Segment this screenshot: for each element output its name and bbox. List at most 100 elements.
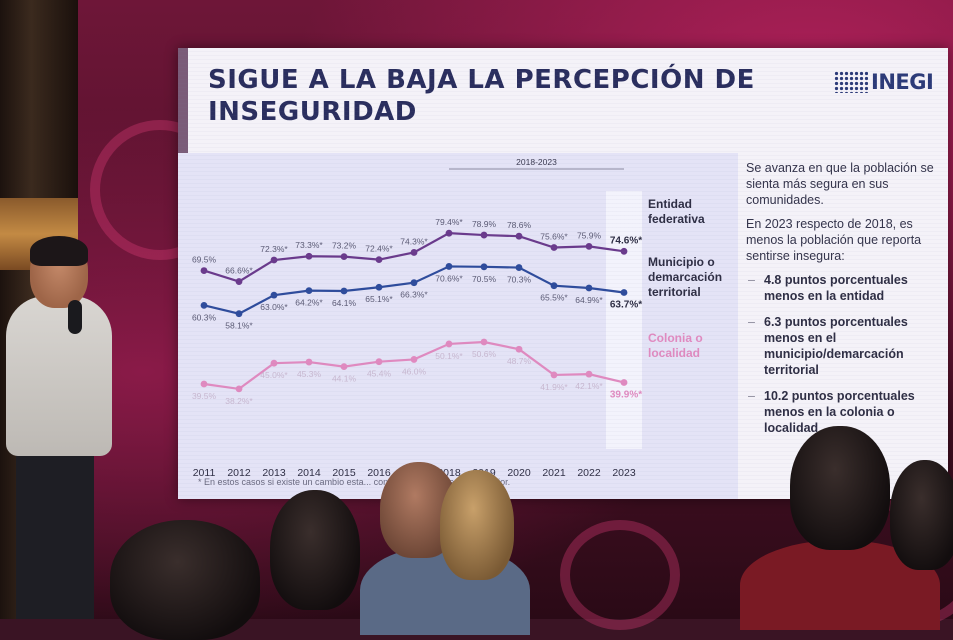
data-label: 50.6% bbox=[472, 349, 497, 359]
data-point bbox=[550, 244, 558, 251]
audience-member-head bbox=[110, 520, 260, 640]
data-label: 75.9% bbox=[577, 230, 602, 240]
data-label: 72.4%* bbox=[365, 244, 393, 254]
x-tick-label: 2015 bbox=[332, 467, 356, 479]
data-point bbox=[585, 370, 593, 378]
data-label: 38.2%* bbox=[225, 396, 253, 406]
data-point bbox=[445, 340, 453, 348]
data-label: 72.3%* bbox=[260, 244, 288, 254]
microphone-icon bbox=[68, 300, 82, 334]
data-label: 70.5% bbox=[472, 274, 497, 284]
legend-colonia-o-localidad: Colonia o localidad bbox=[648, 331, 703, 360]
data-label: 74.6%* bbox=[610, 235, 642, 246]
data-point bbox=[375, 256, 383, 264]
summary-bullet: 6.3 puntos porcentuales menos en el muni… bbox=[746, 314, 946, 378]
x-tick-label: 2014 bbox=[297, 467, 321, 479]
data-label: 74.3%* bbox=[400, 236, 428, 246]
data-label: 75.6%* bbox=[540, 232, 568, 242]
summary-lead: En 2023 respecto de 2018, es menos la po… bbox=[746, 217, 922, 263]
data-point bbox=[235, 385, 243, 393]
data-label: 45.0%* bbox=[260, 370, 288, 380]
data-point bbox=[340, 287, 348, 295]
summary-panel: Se avanza en que la población se sienta … bbox=[746, 160, 946, 446]
data-label: 78.6% bbox=[507, 220, 532, 230]
data-label: 64.2%* bbox=[295, 298, 323, 308]
inegi-logo: INEGI bbox=[834, 68, 946, 96]
data-point bbox=[200, 301, 208, 309]
legend-municipio: Municipio o demarcación territorial bbox=[648, 255, 723, 299]
data-point bbox=[200, 380, 208, 388]
data-point bbox=[375, 283, 383, 291]
data-point bbox=[585, 242, 593, 250]
slide-title: SIGUE A LA BAJA LA PERCEPCIÓN DE INSEGUR… bbox=[208, 65, 755, 127]
data-label: 45.3% bbox=[297, 369, 322, 379]
data-label: 78.9% bbox=[472, 219, 497, 229]
data-point bbox=[410, 279, 418, 287]
x-tick-label: 2021 bbox=[542, 467, 566, 479]
data-label: 73.3%* bbox=[295, 240, 323, 250]
data-label: 42.1%* bbox=[575, 381, 603, 391]
chart-panel: 2018-2023 69.5% 66.6%* 72.3%* 73.3%* 73.2% 72.… bbox=[178, 153, 738, 499]
inegi-logo-dots-icon bbox=[834, 71, 868, 93]
speaker-hair bbox=[30, 236, 88, 266]
speaker-legs bbox=[16, 440, 94, 619]
x-tick-label: 2023 bbox=[612, 467, 636, 479]
x-tick-label: 2011 bbox=[193, 467, 216, 479]
data-point bbox=[480, 231, 488, 239]
data-label: 39.9%* bbox=[610, 389, 642, 400]
data-point bbox=[270, 256, 278, 264]
data-label: 63.0%* bbox=[260, 302, 288, 312]
data-point bbox=[550, 371, 558, 379]
data-point bbox=[305, 252, 313, 260]
data-point bbox=[445, 263, 453, 270]
title-accent-bar bbox=[178, 48, 188, 153]
slide-footnote: * En estos casos si existe un cambio est… bbox=[198, 477, 511, 487]
data-point bbox=[620, 289, 628, 296]
data-point bbox=[270, 359, 278, 367]
x-tick-label: 2020 bbox=[507, 467, 531, 479]
data-label: 48.7% bbox=[507, 356, 532, 366]
data-point bbox=[620, 247, 628, 255]
data-point bbox=[235, 310, 243, 318]
audience-member-head bbox=[270, 490, 360, 610]
data-point bbox=[340, 253, 348, 261]
audience-member-head bbox=[440, 470, 514, 580]
data-label: 66.6%* bbox=[225, 266, 253, 276]
data-point bbox=[515, 264, 523, 271]
x-tick-label: 2013 bbox=[262, 467, 286, 479]
data-label: 46.0% bbox=[402, 366, 427, 376]
data-label: 50.1%* bbox=[435, 351, 463, 361]
data-label: 65.1%* bbox=[365, 294, 393, 304]
data-point bbox=[585, 284, 593, 292]
data-point bbox=[480, 263, 488, 271]
data-point bbox=[200, 267, 208, 274]
data-label: 73.2% bbox=[332, 241, 357, 251]
summary-bullet: 4.8 puntos porcentuales menos en la enti… bbox=[746, 272, 946, 304]
data-label: 58.1%* bbox=[225, 321, 253, 331]
inegi-logo-text: INEGI bbox=[871, 70, 934, 94]
data-label: 65.5%* bbox=[540, 293, 568, 303]
data-point bbox=[305, 358, 313, 366]
data-label: 69.5% bbox=[192, 255, 217, 265]
data-point bbox=[480, 338, 488, 346]
data-label: 70.6%* bbox=[435, 273, 463, 283]
highlight-column bbox=[606, 191, 642, 449]
summary-bullet: 10.2 puntos porcentuales menos en la col… bbox=[746, 388, 946, 436]
data-label: 64.9%* bbox=[575, 295, 603, 305]
line-chart: 2018-2023 69.5% 66.6%* 72.3%* 73.3%* 73.2% 72.… bbox=[192, 157, 642, 479]
speaker-body bbox=[6, 296, 112, 456]
data-point bbox=[620, 379, 628, 386]
x-tick-label: 2022 bbox=[577, 467, 601, 479]
x-tick-label: 2012 bbox=[227, 467, 251, 479]
data-point bbox=[445, 229, 453, 237]
data-point bbox=[515, 345, 523, 353]
legend-entidad-federativa: Entidad federativa bbox=[648, 197, 705, 226]
summary-intro: Se avanza en que la población se sienta … bbox=[746, 161, 934, 207]
data-point bbox=[515, 232, 523, 240]
background-ornament bbox=[560, 520, 680, 630]
audience-member-head bbox=[890, 460, 953, 570]
audience-member-head bbox=[790, 426, 890, 550]
data-label: 79.4%* bbox=[435, 217, 463, 227]
data-point bbox=[375, 358, 383, 366]
data-label: 44.1% bbox=[332, 374, 357, 384]
